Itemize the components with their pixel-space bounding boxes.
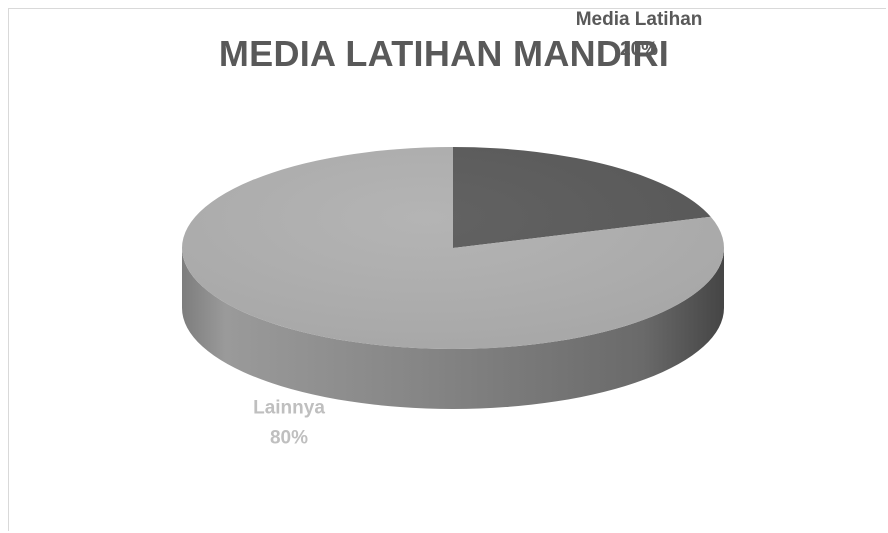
data-label-lainnya-name: Lainnya <box>253 397 325 418</box>
chart-title: MEDIA LATIHAN MANDIRI <box>218 33 670 74</box>
data-label-media-latihan-name: Media Latihan <box>576 9 703 30</box>
data-label-media-latihan-percent: 20% <box>620 39 658 60</box>
data-label-lainnya-percent: 80% <box>270 427 308 448</box>
pie-side-wall <box>182 248 724 409</box>
pie-top-shading <box>182 147 724 349</box>
